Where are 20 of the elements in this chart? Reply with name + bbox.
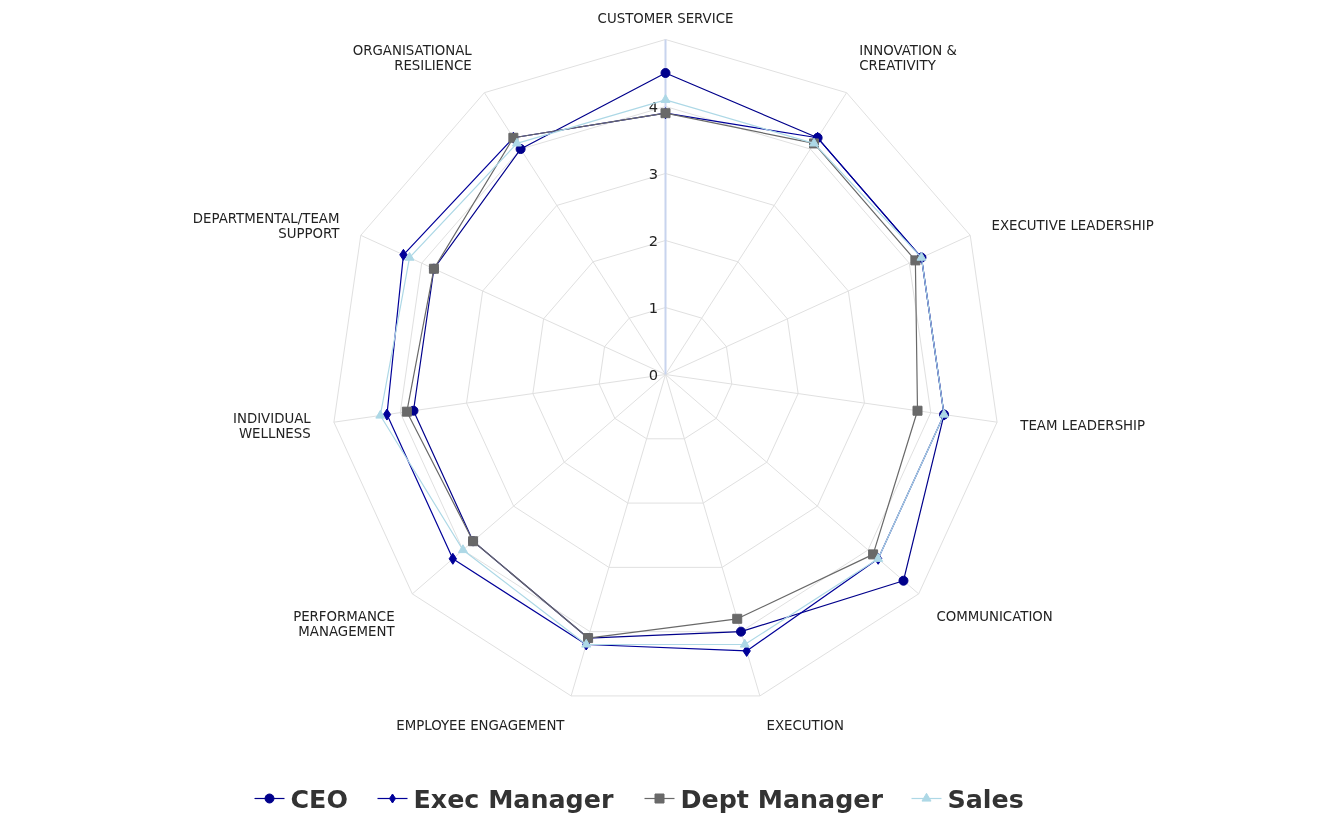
spoke-label: EXECUTIVE LEADERSHIP — [991, 218, 1154, 234]
y-tick-label: 0 — [648, 365, 659, 383]
spoke-label: DEPARTMENTAL/TEAM SUPPORT — [192, 210, 341, 241]
legend-label: Dept Manager — [680, 783, 884, 814]
spoke-label: CUSTOMER SERVICE — [597, 11, 734, 27]
y-tick-label: 1 — [648, 298, 659, 316]
spoke-label: PERFORMANCE MANAGEMENT — [293, 609, 396, 640]
spoke-label: COMMUNICATION — [936, 609, 1053, 625]
y-tick-label: 4 — [648, 97, 659, 115]
spoke-label: ORGANISATIONAL RESILIENCE — [352, 42, 473, 73]
spoke-label: INDIVIDUAL WELLNESS — [232, 410, 312, 441]
spoke-label: INNOVATION & CREATIVITY — [859, 42, 957, 73]
spoke-label: EXECUTION — [766, 718, 845, 734]
y-tick-label: 3 — [648, 164, 659, 182]
legend-label: CEO — [290, 783, 348, 814]
y-tick-label: 2 — [648, 231, 659, 249]
spoke-label: TEAM LEADERSHIP — [1019, 418, 1146, 434]
legend-label: Exec Manager — [413, 783, 614, 814]
spoke-label: EMPLOYEE ENGAGEMENT — [396, 718, 566, 734]
legend-label: Sales — [947, 783, 1024, 814]
